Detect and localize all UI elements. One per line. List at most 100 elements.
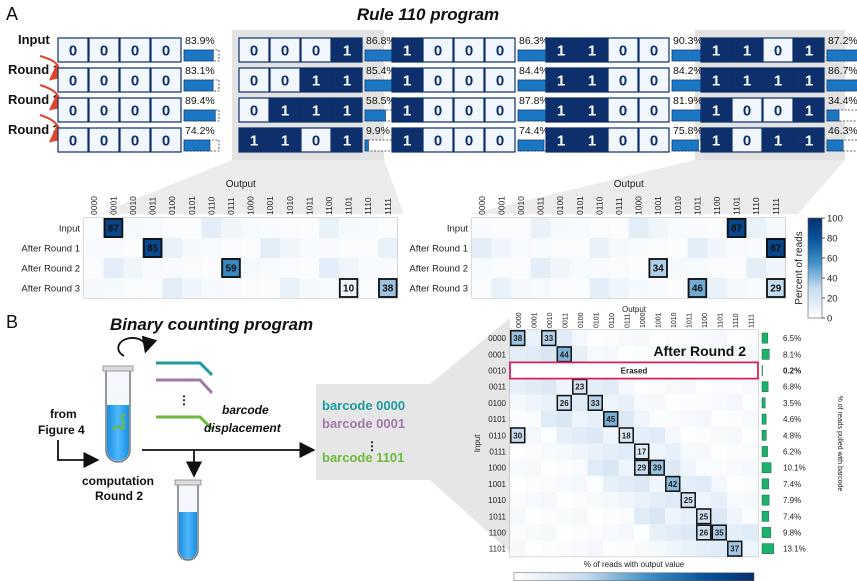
heatmap-b-cell xyxy=(634,346,650,363)
heatmap-b-cell xyxy=(618,540,634,557)
bit-value: 1 xyxy=(557,43,565,60)
heatmap-cell xyxy=(123,218,143,238)
bit-cell xyxy=(638,37,670,63)
heatmap-cell xyxy=(628,278,649,298)
heatmap-b-cell xyxy=(603,330,619,347)
bit-value: 0 xyxy=(69,43,77,60)
heatmap-b-highlight-box xyxy=(665,475,681,492)
program-2-row-1: 1 0 0 0 84.4% xyxy=(391,65,554,93)
erased-label: Erased xyxy=(621,367,648,376)
percent-bar-fill xyxy=(671,79,702,92)
heatmap-b-cell xyxy=(541,475,557,492)
program-3-row-0: 1 1 0 0 90.3% xyxy=(545,35,708,63)
heatmap-b-row-label: 1001 xyxy=(488,480,506,489)
heatmap-b-left-axis: Input xyxy=(473,434,482,453)
program-0: 0 0 0 0 83.9% 0 0 0 0 83.1% 0 0 0 0 89.4% 0 0 0 0 74.2% xyxy=(57,35,220,153)
heatmap-b-cell xyxy=(510,524,526,541)
heatmap-column-label: 0110 xyxy=(594,196,604,215)
heatmap-row-label: After Round 3 xyxy=(21,284,80,295)
heatmap-b-cell xyxy=(618,524,634,541)
heatmap-b-value-cell xyxy=(603,411,619,428)
heatmap-cell xyxy=(589,238,610,258)
heatmap-cell xyxy=(123,238,143,258)
heatmap-row-label: After Round 2 xyxy=(21,264,80,275)
heatmap-cell xyxy=(299,238,320,258)
heatmap-b-right-axis: % of reads pulled with barcode xyxy=(836,396,843,492)
barcode-read-percent: 10.1% xyxy=(783,464,806,473)
bit-value: 1 xyxy=(805,133,813,150)
heatmap-b-column-label: 0001 xyxy=(531,312,538,328)
bit-value: 0 xyxy=(162,103,170,120)
percent-bar-fill xyxy=(183,49,214,62)
heatmap-cell xyxy=(240,258,261,278)
heatmap-b-cell xyxy=(510,475,526,492)
barcode-read-bar xyxy=(761,494,770,506)
barcode-read-percent: 7.9% xyxy=(783,496,801,505)
heatmap-value-label: 87 xyxy=(108,224,120,235)
bit-cell xyxy=(88,67,120,93)
cycle-arrow-icon xyxy=(117,335,158,357)
heatmap-b-cell xyxy=(727,524,743,541)
heatmap-cell xyxy=(240,278,261,298)
bit-cell xyxy=(453,97,485,123)
barcode-read-percent: 9.8% xyxy=(783,529,801,538)
bit-cell xyxy=(300,67,332,93)
program-0-row-3: 0 0 0 0 74.2% xyxy=(57,125,220,153)
heatmap-b-cell xyxy=(525,394,541,411)
bit-value: 0 xyxy=(650,103,658,120)
bit-value: 1 xyxy=(743,43,751,60)
heatmap-b-cell xyxy=(525,443,541,460)
bit-cell xyxy=(484,97,516,123)
heatmap-b-cell xyxy=(618,378,634,395)
heatmap-b-highlight-box xyxy=(587,394,603,411)
program-row-percent: 83.1% xyxy=(185,65,215,77)
heatmap-cell xyxy=(628,218,649,238)
bit-value: 0 xyxy=(131,103,139,120)
program-4-row-2: 1 0 0 1 34.4% xyxy=(700,95,857,123)
bit-value: 0 xyxy=(312,43,320,60)
bit-cell xyxy=(269,37,301,63)
heatmap-b-highlight-box xyxy=(649,459,665,476)
heatmap-b-column-label: 0110 xyxy=(609,313,616,328)
bit-cell xyxy=(731,37,763,63)
program-row-percent: 81.9% xyxy=(673,95,703,107)
heatmap-column-label: 1101 xyxy=(732,196,742,215)
heatmap-b-highlight-box xyxy=(711,524,727,541)
heatmap-b-cell xyxy=(680,475,696,492)
heatmap-column-label: 1110 xyxy=(363,197,373,215)
heatmap-b-cell xyxy=(541,346,557,363)
heatmap-value-cell xyxy=(378,278,398,298)
bit-value: 1 xyxy=(343,103,351,120)
heatmap-b-cell xyxy=(572,411,588,428)
bit-cell xyxy=(484,37,516,63)
heatmap-b-cell xyxy=(541,443,557,460)
bit-value: 0 xyxy=(619,73,627,90)
heatmap-b-cell xyxy=(510,492,526,509)
heatmap-b-cell xyxy=(665,346,681,363)
heatmap-cell xyxy=(687,258,708,278)
heatmap-b-cell xyxy=(727,427,743,444)
heatmap-value-cell xyxy=(687,278,708,298)
bit-cell xyxy=(57,127,89,153)
heatmap-cell xyxy=(182,238,202,258)
heatmap-cell xyxy=(319,238,339,258)
program-row-percent: 87.8% xyxy=(519,95,549,107)
bit-value: 0 xyxy=(131,43,139,60)
heatmap-cell xyxy=(299,278,320,298)
bit-cell xyxy=(576,67,608,93)
program-2-row-2: 1 0 0 0 87.8% xyxy=(391,95,554,123)
heatmap-cell xyxy=(530,238,551,258)
percent-bar-fill xyxy=(183,79,214,92)
heatmap-b-cell xyxy=(572,394,588,411)
program-3-row-1: 1 1 0 0 84.2% xyxy=(545,65,708,93)
heatmap-b-cell xyxy=(742,427,758,444)
heatmap-b-cell xyxy=(680,330,696,347)
program-4-row-3: 1 0 1 1 46.3% xyxy=(700,125,857,153)
barcode-read-percent: 13.1% xyxy=(783,545,806,554)
heatmap-cell xyxy=(103,238,124,258)
bit-value: 0 xyxy=(465,43,473,60)
heatmap-row-label: After Round 2 xyxy=(409,264,468,275)
heatmap-column-label: 1100 xyxy=(324,196,334,215)
percent-bar-fill xyxy=(364,109,386,122)
barcode-read-bar xyxy=(761,446,768,457)
